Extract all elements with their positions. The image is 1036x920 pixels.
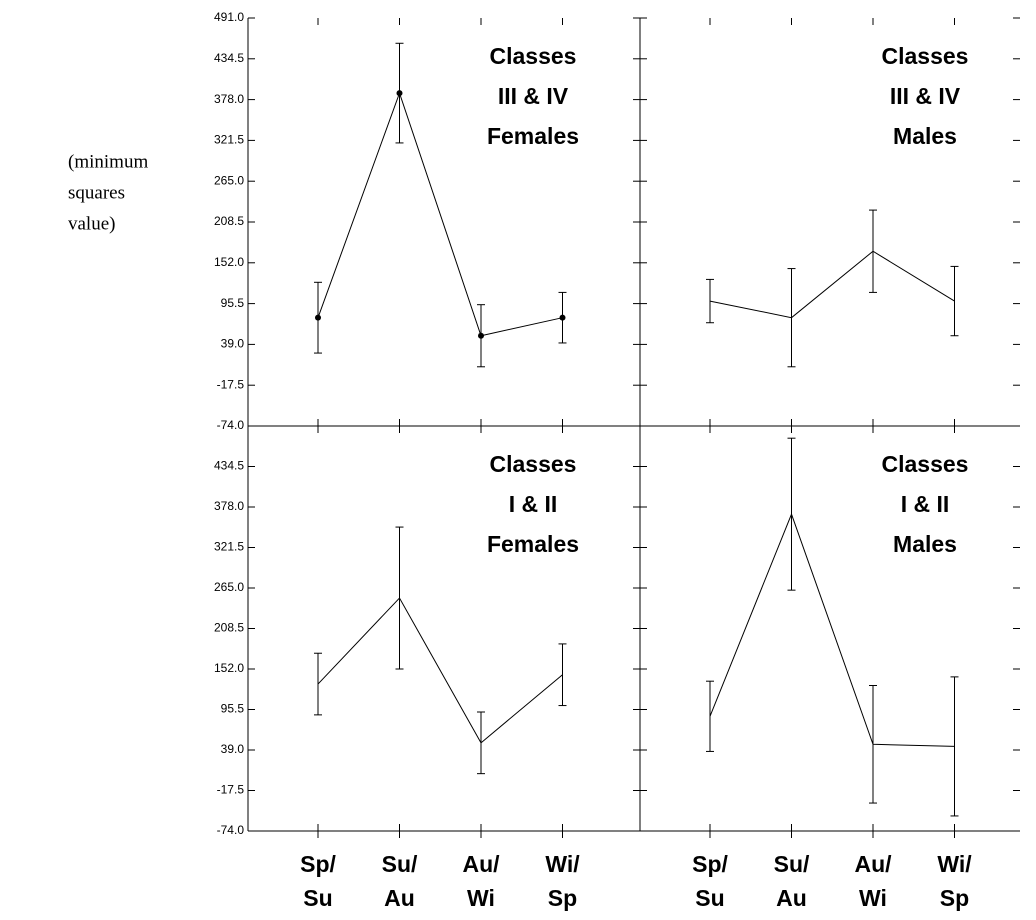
y-tick-label: 378.0 bbox=[214, 92, 244, 106]
x-tick-label: Sp bbox=[548, 885, 577, 911]
panel-title: Classes bbox=[882, 451, 969, 477]
x-tick-label: Sp/ bbox=[300, 851, 336, 877]
x-tick-label: Au bbox=[776, 885, 807, 911]
marker bbox=[559, 314, 566, 321]
x-tick-label: Au bbox=[384, 885, 415, 911]
y-tick-label: 378.0 bbox=[214, 499, 244, 513]
line bbox=[709, 250, 955, 319]
x-tick-label: Wi/ bbox=[545, 851, 580, 877]
y-tick-label: 434.5 bbox=[214, 51, 244, 65]
x-tick-label: Sp bbox=[940, 885, 969, 911]
y-tick-label: 434.5 bbox=[214, 459, 244, 473]
panel-title: Classes bbox=[490, 43, 577, 69]
panel-title: III & IV bbox=[498, 83, 569, 109]
y-tick-label: 95.5 bbox=[221, 702, 245, 716]
panel-title: Males bbox=[893, 123, 957, 149]
x-tick-label: Su/ bbox=[382, 851, 418, 877]
y-tick-label: 152.0 bbox=[214, 661, 244, 675]
x-tick-label: Au/ bbox=[854, 851, 892, 877]
x-tick-label: Sp/ bbox=[692, 851, 728, 877]
y-tick-label: 491.0 bbox=[214, 10, 244, 24]
panel-title: I & II bbox=[901, 491, 950, 517]
y-tick-label: 265.0 bbox=[214, 580, 244, 594]
line bbox=[709, 512, 955, 747]
y-tick-label: 208.5 bbox=[214, 621, 244, 635]
panel-title: Females bbox=[487, 123, 579, 149]
y-tick-label: 95.5 bbox=[221, 296, 245, 310]
y-tick-label: -17.5 bbox=[217, 377, 245, 391]
y-tick-label: 39.0 bbox=[221, 337, 245, 351]
x-tick-label: Wi bbox=[467, 885, 495, 911]
x-tick-label: Wi/ bbox=[937, 851, 972, 877]
y-tick-label: 152.0 bbox=[214, 255, 244, 269]
line bbox=[317, 91, 563, 337]
annotation: (minimum bbox=[68, 151, 148, 172]
panel-title: Classes bbox=[490, 451, 577, 477]
panel-title: Classes bbox=[882, 43, 969, 69]
y-tick-label: -74.0 bbox=[217, 823, 245, 837]
y-tick-label: 39.0 bbox=[221, 742, 245, 756]
x-tick-label: Su bbox=[695, 885, 724, 911]
panel-title: Females bbox=[487, 531, 579, 557]
annotation: squares bbox=[68, 182, 125, 203]
y-tick-label: 265.0 bbox=[214, 173, 244, 187]
marker bbox=[396, 90, 403, 97]
y-tick-label: -74.0 bbox=[217, 418, 245, 432]
marker bbox=[478, 332, 484, 339]
panel-title: Males bbox=[893, 531, 957, 557]
x-tick-label: Au/ bbox=[462, 851, 500, 877]
y-tick-label: 208.5 bbox=[214, 214, 244, 228]
x-tick-label: Su bbox=[303, 885, 332, 911]
panel-title: III & IV bbox=[890, 83, 961, 109]
y-tick-label: 321.5 bbox=[214, 133, 244, 147]
x-tick-label: Su/ bbox=[774, 851, 810, 877]
y-tick-label: 321.5 bbox=[214, 540, 244, 554]
x-tick-label: Wi bbox=[859, 885, 887, 911]
marker bbox=[315, 314, 321, 321]
y-tick-label: -17.5 bbox=[217, 783, 245, 797]
annotation: value) bbox=[68, 213, 115, 234]
line bbox=[317, 597, 563, 744]
panel-title: I & II bbox=[509, 491, 558, 517]
